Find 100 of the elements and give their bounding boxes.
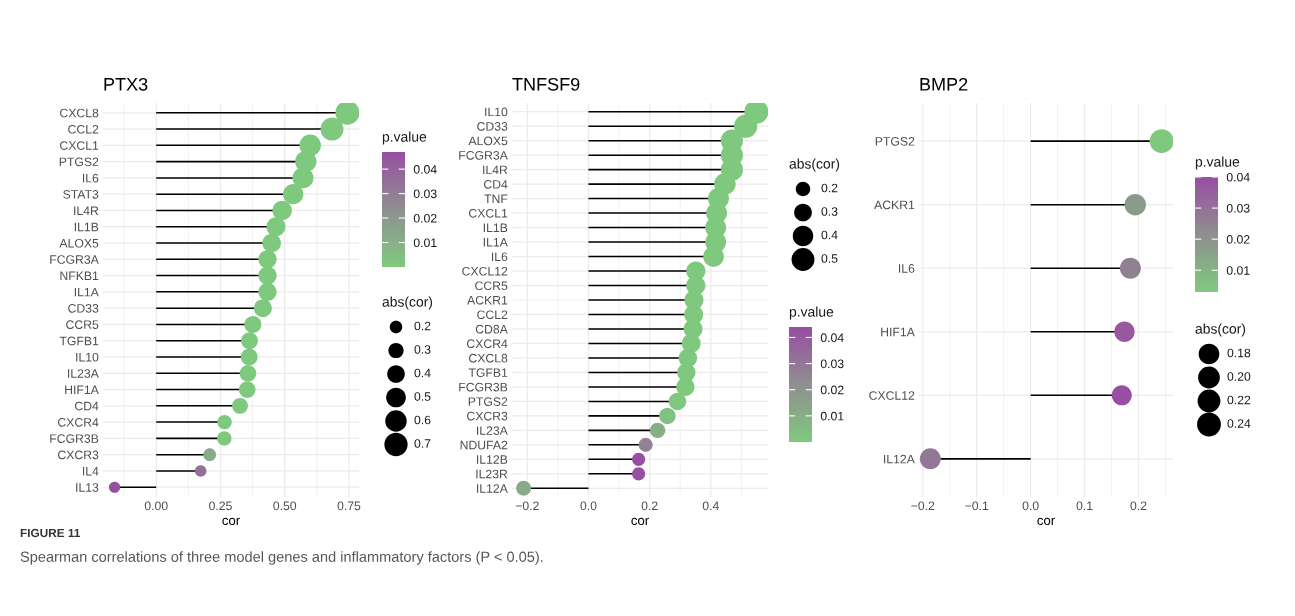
y-tick-label: CCR5 (66, 320, 99, 329)
x-tick-label: 0.0 (580, 501, 597, 511)
y-tick-label: TGFB1 (468, 368, 508, 377)
chart-title: BMP2 (920, 77, 968, 91)
y-tick-label: FCGR3B (459, 382, 508, 392)
x-tick-label: 0.0 (1022, 501, 1039, 511)
y-tick-label: NFKB1 (60, 271, 99, 281)
point (258, 250, 277, 269)
legend-label: 0.18 (1227, 348, 1251, 358)
color-bar-label: 0.04 (1226, 172, 1250, 182)
y-tick-label: TGFB1 (59, 336, 99, 346)
point (241, 332, 258, 350)
color-bar-label: 0.03 (413, 189, 437, 199)
point (258, 282, 277, 302)
point (1119, 257, 1141, 279)
y-tick-label: NDUFA2 (460, 440, 508, 450)
legend-label: 0.24 (1227, 419, 1251, 428)
point (258, 266, 277, 285)
y-tick-label: HIF1A (65, 385, 99, 394)
y-tick-label: IL10 (76, 352, 99, 362)
point (240, 348, 258, 366)
point (1124, 193, 1146, 216)
point (676, 377, 695, 397)
x-tick-label: 0.4 (702, 501, 719, 511)
point (659, 407, 676, 425)
point (266, 217, 286, 237)
y-tick-label: CD4 (484, 180, 508, 189)
y-tick-label: CCL2 (68, 124, 99, 134)
y-tick-label: CD8A (475, 324, 508, 334)
y-tick-label: CXCL1 (469, 208, 508, 218)
y-tick-label: ALOX5 (468, 136, 508, 146)
color-bar-title: p.value (789, 306, 834, 320)
x-tick-label: 0.1 (1076, 501, 1093, 511)
point (283, 184, 304, 205)
y-tick-label: IL1A (483, 238, 508, 247)
legend-label: 0.4 (821, 230, 838, 240)
x-axis-title: cor (222, 517, 240, 526)
legend-title: abs(cor) (1195, 323, 1246, 337)
point (239, 364, 257, 382)
y-tick-label: ACKR1 (874, 200, 915, 210)
legend-label: 0.5 (821, 254, 838, 263)
point (668, 392, 687, 411)
y-tick-label: IL12A (477, 484, 508, 493)
legend-label: 0.22 (1227, 395, 1251, 405)
legend-label: 0.2 (821, 183, 838, 193)
y-tick-label: IL10 (485, 107, 508, 117)
y-tick-label: CXCR3 (467, 411, 508, 421)
y-tick-label: CXCL12 (869, 391, 915, 400)
y-tick-label: FCGR3A (459, 151, 508, 160)
legend-label: 0.5 (414, 392, 431, 401)
point (703, 246, 724, 267)
legend-label: 0.3 (821, 207, 838, 216)
y-tick-label: CD33 (68, 304, 99, 313)
y-tick-label: CXCR3 (58, 450, 99, 460)
y-tick-label: PTGS2 (59, 157, 99, 167)
color-bar-label: 0.03 (820, 359, 844, 369)
legend-label: 0.7 (414, 439, 431, 448)
color-bar-label: 0.04 (413, 165, 437, 174)
point (919, 448, 941, 470)
color-bar-label: 0.01 (413, 238, 437, 248)
y-tick-label: CD33 (477, 122, 508, 131)
y-tick-label: IL23R (476, 469, 508, 479)
legend-label: 0.3 (414, 345, 431, 354)
color-bar-label: 0.02 (1226, 235, 1250, 244)
legend-title: abs(cor) (789, 158, 840, 172)
y-tick-label: CXCR4 (467, 339, 508, 348)
x-tick-label: 0.75 (337, 501, 361, 511)
x-tick-label: 0.2 (641, 501, 658, 511)
text: Spearman correlations of three model genes and inflammatory factors (P < 0.05). (20, 551, 543, 565)
color-bar-title: p.value (382, 131, 427, 145)
y-tick-label: IL12A (884, 454, 915, 464)
x-tick-label: −0.2 (515, 501, 539, 511)
legend-label: 0.4 (414, 368, 431, 378)
y-tick-label: IL23A (477, 426, 508, 435)
legend-title: abs(cor) (382, 296, 433, 310)
chart-title: PTX3 (104, 77, 148, 91)
x-tick-label: 0.00 (144, 501, 168, 511)
y-tick-label: CCL2 (477, 310, 508, 320)
y-tick-label: IL1A (74, 287, 99, 297)
point (1114, 321, 1135, 342)
legend-label: 0.6 (414, 415, 431, 425)
y-tick-label: CXCL8 (469, 353, 508, 363)
point (262, 233, 281, 253)
y-tick-label: PTGS2 (468, 397, 508, 406)
y-tick-label: IL6 (491, 252, 508, 262)
caption: FIGURE 11 (20, 528, 81, 538)
x-tick-label: 0.25 (209, 501, 232, 511)
y-tick-label: IL13 (76, 483, 99, 492)
point (232, 397, 248, 414)
point (244, 315, 262, 333)
y-tick-label: FCGR3B (50, 434, 99, 443)
chart-title: TNFSF9 (512, 77, 580, 91)
y-tick-label: CXCL8 (60, 108, 99, 118)
color-bar-label: 0.01 (820, 411, 844, 421)
y-tick-label: HIF1A (881, 327, 915, 337)
y-tick-label: PTGS2 (875, 137, 915, 146)
y-tick-label: CXCL1 (60, 141, 99, 150)
y-tick-label: FCGR3A (50, 255, 99, 264)
color-bar-label: 0.01 (1226, 266, 1250, 275)
y-tick-label: IL4R (74, 206, 99, 215)
